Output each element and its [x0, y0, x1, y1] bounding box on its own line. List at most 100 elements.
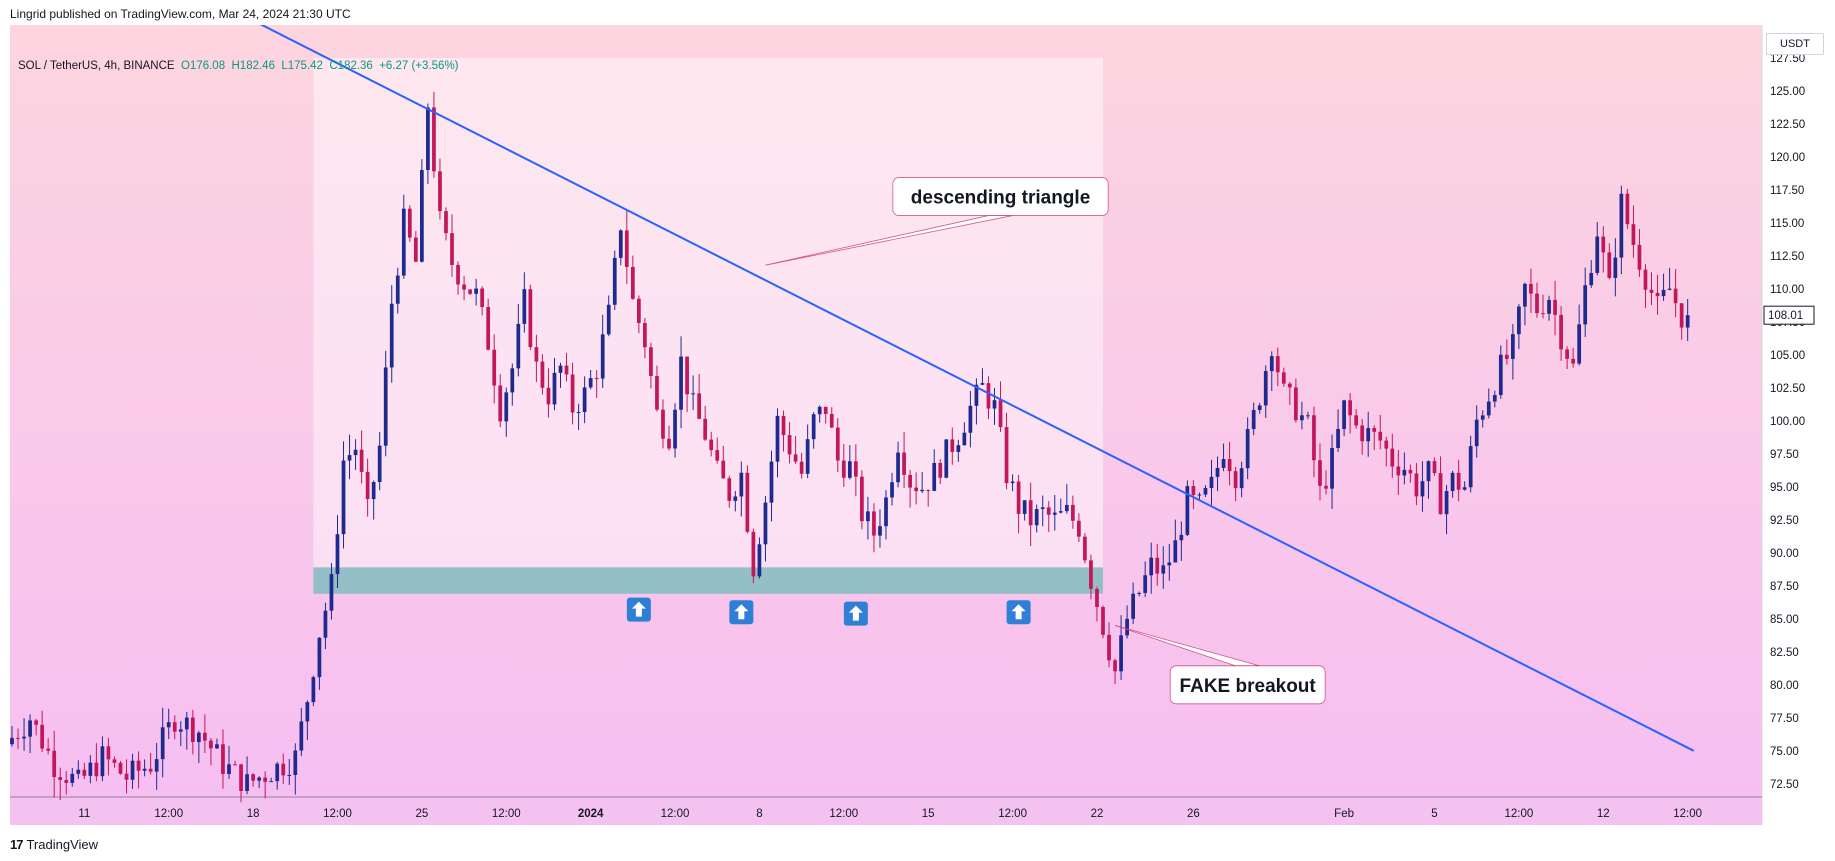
candle-body [1167, 562, 1172, 566]
y-tick-label: 82.50 [1770, 647, 1799, 659]
candle-body [444, 211, 448, 234]
candle-body [1432, 461, 1437, 474]
candle-body [1215, 467, 1220, 477]
candle-body [661, 409, 665, 439]
candle-body [1306, 415, 1310, 417]
up-arrow-icon [626, 597, 651, 622]
candle-body [82, 769, 87, 776]
candle-body [588, 378, 593, 388]
candle-body [1089, 560, 1093, 589]
candle-body [1613, 257, 1618, 278]
candle-body [787, 435, 792, 455]
candle-body [1649, 289, 1654, 293]
candle-body [1046, 507, 1051, 515]
candle-body [534, 347, 539, 362]
candle-body [727, 478, 732, 501]
candle-body [1685, 315, 1690, 328]
chart-area[interactable]: descending triangle FAKE breakout 72.50 75… [0, 4, 1835, 825]
candle-body [1571, 358, 1576, 364]
candle-body [1673, 288, 1678, 304]
candle-body [1342, 400, 1346, 429]
candle-body [1263, 371, 1268, 406]
candle-body [269, 781, 274, 783]
candle-body [1643, 269, 1648, 290]
candle-body [1294, 387, 1298, 421]
candle-body [474, 288, 478, 294]
y-tick-label: 87.50 [1770, 581, 1799, 593]
candle-body [829, 413, 834, 428]
footer-branding: 17 TradingView [10, 837, 98, 852]
candle-body [233, 764, 237, 766]
candle-body [793, 454, 798, 462]
candle-body [582, 387, 587, 413]
candle-body [1113, 660, 1117, 672]
candle-body [1239, 468, 1244, 489]
candle-body [817, 406, 822, 415]
candle-body [1655, 292, 1660, 297]
candle-body [1119, 635, 1123, 672]
candle-body [962, 432, 967, 446]
candle-body [733, 496, 738, 501]
candle-body [1420, 481, 1425, 497]
candle-body [1595, 236, 1600, 273]
candle-body [148, 768, 153, 772]
candle-body [1275, 356, 1280, 373]
candle-body [293, 750, 298, 775]
x-tick-label: 12:00 [829, 808, 858, 820]
candle-body [1077, 520, 1081, 537]
candle-body [365, 471, 370, 500]
descending-triangle-box [892, 177, 1109, 216]
candle-body [1450, 472, 1455, 492]
candle-body [22, 736, 26, 739]
tradingview-logo-icon: 17 [10, 837, 24, 852]
candle-body [697, 393, 702, 419]
candle-body [251, 774, 255, 781]
candle-body [1203, 488, 1208, 495]
candlestick-chart[interactable]: descending triangle FAKE breakout 72.50 75… [0, 4, 1835, 825]
candle-body [835, 427, 840, 461]
candle-body [1287, 383, 1292, 388]
candle-body [426, 107, 430, 171]
currency-button[interactable]: USDT [1766, 33, 1824, 55]
arrow-shape [734, 604, 749, 620]
time-scale-background [10, 797, 1762, 825]
candle-body [853, 461, 858, 477]
candle-body [1040, 507, 1045, 510]
y-tick-label: 85.00 [1770, 614, 1799, 626]
candle-body [655, 375, 659, 410]
fake-breakout-label: FAKE breakout [1180, 676, 1317, 697]
x-tick-label: 11 [78, 808, 90, 820]
candle-body [377, 445, 382, 483]
y-tick-label: 92.50 [1770, 515, 1799, 527]
candle-body [872, 511, 876, 536]
x-tick-label: Feb [1334, 808, 1354, 820]
high-value: H182.46 [231, 60, 275, 72]
candle-body [299, 721, 304, 751]
candle-body [968, 405, 973, 433]
open-value: O176.08 [180, 60, 226, 72]
candle-body [281, 763, 286, 776]
candle-body [329, 574, 334, 611]
candle-body [323, 610, 328, 638]
candle-body [1511, 334, 1515, 359]
candle-body [221, 744, 225, 775]
descending-triangle-label: descending triangle [911, 188, 1090, 209]
candle-body [866, 511, 870, 522]
candle-body [1300, 415, 1304, 421]
candle-body [1541, 313, 1545, 315]
last-price-label: 108.01 [1768, 310, 1803, 322]
candle-body [275, 763, 280, 782]
candle-body [600, 334, 605, 379]
candle-body [522, 289, 527, 324]
candle-body [1281, 372, 1286, 384]
candle-body [1083, 536, 1087, 561]
candle-body [1348, 400, 1352, 416]
last-price-tag [1763, 305, 1815, 325]
candle-body [1456, 472, 1461, 490]
candle-body [938, 462, 943, 478]
candle-body [1601, 236, 1606, 253]
y-tick-label: 80.00 [1770, 680, 1799, 692]
y-tick-label: 102.50 [1770, 383, 1805, 395]
candle-body [878, 526, 882, 536]
candle-body [1390, 448, 1395, 467]
